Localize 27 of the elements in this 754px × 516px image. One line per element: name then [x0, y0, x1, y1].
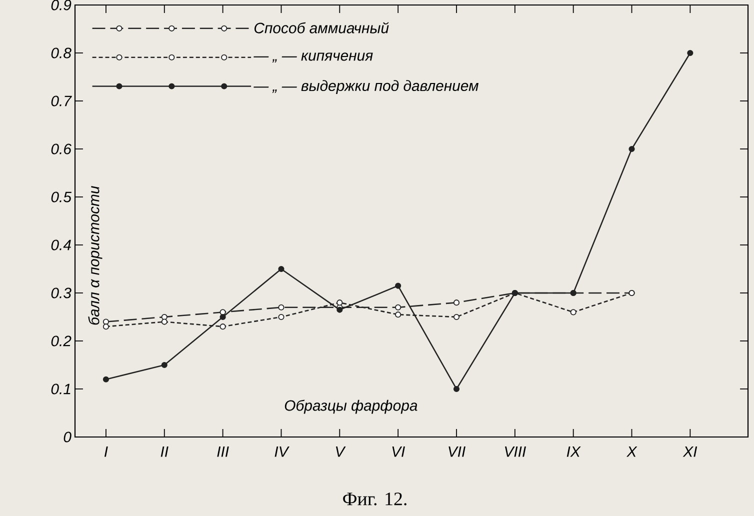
x-tick-label: VII: [448, 446, 466, 457]
y-tick-label: 0.8: [51, 48, 72, 58]
y-axis-title: балл α пористости: [88, 186, 102, 325]
x-tick-label: II: [160, 446, 168, 457]
x-tick-label: III: [217, 446, 229, 457]
x-tick-label: IV: [274, 446, 290, 457]
legend-label: — „ — кипячения: [254, 52, 373, 63]
text: Фиг. 12.: [343, 492, 406, 506]
x-tick-label: V: [336, 446, 346, 457]
x-tick-label: IX: [566, 446, 581, 457]
y-tick-label: 0.4: [51, 240, 71, 250]
y-tick-label: 0.3: [51, 288, 72, 298]
y-tick-label: 0.1: [51, 384, 70, 394]
x-tick-label: I: [104, 446, 108, 457]
x-tick-label: XI: [682, 446, 698, 457]
y-tick-label: 0: [64, 432, 72, 442]
y-tick-label: 0.5: [51, 192, 72, 202]
legend-label: Способ аммиачный: [254, 22, 389, 34]
x-tick-label: X: [626, 446, 638, 457]
x-tick-label: VI: [392, 446, 405, 457]
x-axis-title: Образцы фарфора: [284, 400, 418, 414]
y-tick-label: 0.6: [51, 144, 72, 154]
legend-label: — „ — выдержки под давлением: [254, 80, 478, 94]
y-tick-label: 0.7: [51, 96, 72, 106]
y-tick-label: 0.9: [51, 0, 72, 10]
x-tick-label: VIII: [505, 446, 526, 457]
y-tick-label: 0.2: [51, 336, 72, 346]
